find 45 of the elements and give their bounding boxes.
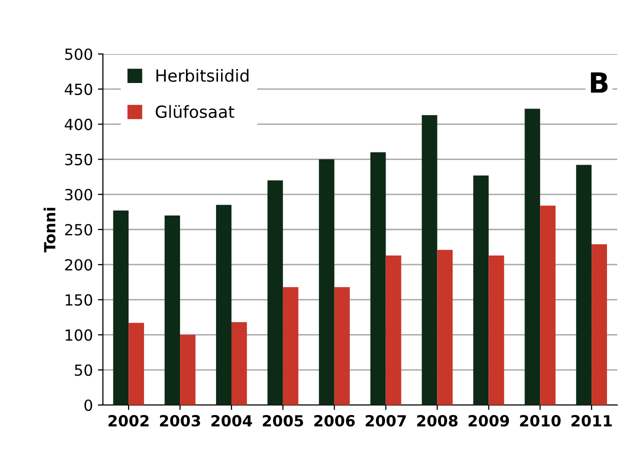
x-tick-label: 2010 [520,414,561,427]
bar [540,206,556,405]
y-tick-label: 400 [64,118,92,130]
y-tick-label: 450 [64,84,92,96]
annotation: B [590,72,608,93]
bar [231,322,247,405]
bar [524,108,540,405]
bar [473,175,489,405]
bar [128,322,144,405]
bar [216,204,232,405]
y-tick-label: 200 [65,259,92,271]
bar [576,164,592,405]
legend-label: Herbitsiidid [156,69,248,82]
y-tick-label: 300 [65,188,92,200]
y-tick-label: 50 [74,364,92,376]
bar [267,180,283,405]
bar [113,210,129,405]
bar [282,287,298,405]
bar [437,250,453,405]
y-axis-title: Tonni [44,208,56,252]
x-tick-label: 2002 [108,414,149,427]
x-tick-label: 2003 [160,414,200,427]
legend-label: Glüfosaat [156,105,234,118]
bar [334,287,350,405]
x-tick-label: 2008 [417,414,458,427]
y-tick-label: 100 [66,329,92,341]
x-tick-label: 2011 [572,414,612,427]
x-tick-label: 2006 [314,414,355,427]
bar [488,255,504,405]
x-tick-label: 2009 [468,414,509,427]
bar [180,334,196,405]
bar [422,115,438,405]
x-tick-label: 2007 [366,414,406,427]
bar [164,215,180,405]
x-tick-label: 2004 [211,414,252,427]
bar [370,152,386,405]
y-tick-label: 500 [65,48,92,60]
bar [592,244,607,405]
y-tick-label: 150 [66,294,92,306]
y-tick-label: 0 [84,399,92,412]
x-tick-label: 2005 [262,414,304,427]
bar [386,255,402,405]
y-tick-label: 250 [65,224,92,236]
y-tick-label: 350 [65,154,92,166]
bar [318,159,334,405]
